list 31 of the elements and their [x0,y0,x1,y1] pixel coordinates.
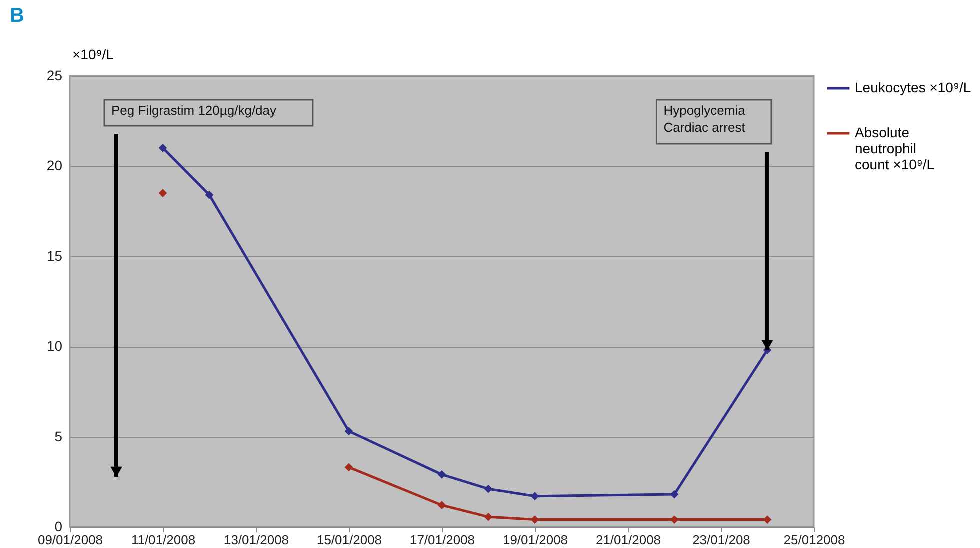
point [438,501,446,510]
x-tick-label: 19/01/2008 [502,532,568,548]
point [670,490,679,499]
point [158,144,168,152]
point [158,189,168,198]
y-tick-label: 0 [54,518,63,534]
point [484,484,493,494]
point [344,427,354,436]
legend-label: Leukocytes ×10⁹/L [855,80,972,96]
annotation: Peg Filgrastim 120µg/kg/day [112,103,278,118]
y-axis-title: ×10⁹/L [72,46,114,62]
chart-title: B [10,5,24,27]
x-tick-label: 17/01/2008 [410,532,476,548]
y-tick-label: 5 [54,428,63,444]
x-tick-label: 25/012008 [784,532,846,548]
y-tick-label: 20 [46,158,63,174]
point [205,190,214,200]
point [484,512,493,522]
legend-label: Absolute neutrophil count ×10⁹/L [855,124,935,172]
x-tick-label: 13/01/2008 [224,532,290,548]
y-tick-label: 25 [46,68,63,84]
y-tick-label: 15 [46,248,63,264]
annotation: Hypoglycemia Cardiac arrest [664,103,746,135]
y-tick-label: 10 [46,338,63,354]
x-tick-label: 15/01/2008 [316,532,382,548]
x-tick-label: 23/01/208 [692,532,750,548]
point [438,470,446,479]
x-tick-label: 09/01/2008 [38,532,104,548]
x-tick-label: 21/01/2008 [596,532,662,548]
x-tick-label: 11/01/2008 [131,532,196,548]
point [344,463,354,472]
